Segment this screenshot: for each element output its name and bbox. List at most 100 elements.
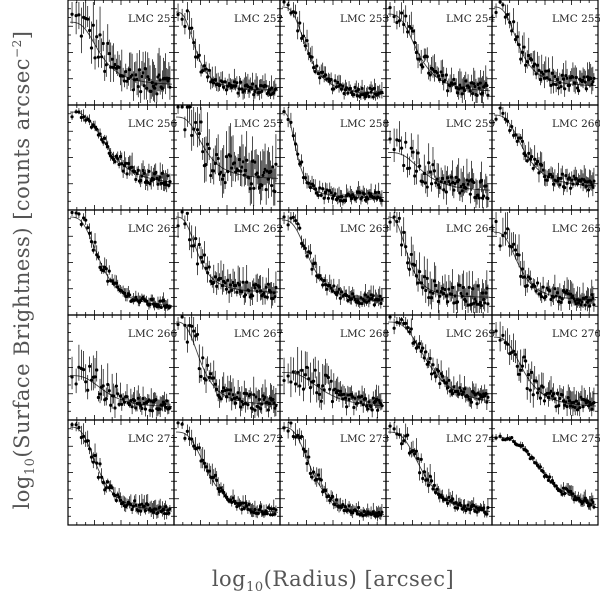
data-point — [434, 283, 438, 288]
data-point — [330, 289, 335, 293]
data-point — [219, 486, 223, 490]
data-point — [227, 290, 231, 294]
data-point — [146, 503, 150, 507]
data-point — [215, 284, 219, 288]
data-point — [180, 315, 184, 319]
data-point — [475, 510, 479, 514]
x-axis-label-rest: (Radius) [arcsec] — [263, 567, 455, 591]
data-point — [498, 0, 502, 4]
data-point — [230, 398, 234, 402]
data-point — [359, 92, 363, 97]
data-point — [557, 176, 561, 180]
data-point — [242, 506, 246, 511]
data-point — [464, 186, 468, 190]
data-point — [442, 188, 446, 192]
data-point — [392, 427, 396, 431]
data-point — [425, 185, 429, 189]
data-point — [139, 509, 143, 513]
data-point — [546, 395, 551, 400]
data-point — [458, 386, 462, 390]
data-point — [407, 330, 412, 334]
data-point — [563, 185, 567, 190]
data-point — [577, 89, 581, 93]
data-point — [362, 192, 366, 196]
data-point — [352, 195, 356, 199]
data-point — [168, 507, 172, 511]
data-point — [220, 80, 224, 84]
data-point — [334, 498, 339, 502]
data-point — [133, 78, 137, 82]
panel-label: LMC 272 — [234, 433, 283, 445]
data-point — [249, 182, 254, 186]
panel: LMC 270 — [491, 314, 600, 421]
data-point — [570, 401, 574, 405]
data-point — [346, 508, 350, 512]
data-point — [226, 170, 230, 174]
data-point — [351, 511, 355, 515]
data-point — [133, 499, 137, 503]
data-point — [185, 105, 189, 109]
data-point — [113, 406, 117, 410]
data-point — [121, 169, 125, 173]
data-point — [315, 191, 319, 195]
data-point — [98, 132, 102, 136]
data-point — [402, 163, 406, 168]
data-point — [455, 91, 460, 95]
panel: LMC 271 — [67, 419, 177, 526]
data-point — [455, 389, 460, 394]
data-point — [367, 94, 371, 99]
data-point — [517, 372, 521, 376]
data-point — [204, 67, 208, 71]
data-point — [366, 197, 370, 201]
data-point — [418, 164, 422, 168]
data-point — [265, 511, 269, 516]
data-point — [241, 501, 245, 505]
data-point — [525, 284, 529, 288]
data-point — [291, 215, 295, 219]
data-point — [116, 392, 120, 396]
data-point — [552, 182, 556, 186]
data-point — [560, 492, 564, 496]
data-point — [305, 365, 309, 369]
data-point — [414, 50, 418, 55]
data-point — [453, 82, 457, 86]
data-point — [465, 292, 469, 296]
data-point — [346, 298, 350, 303]
data-point — [227, 392, 231, 396]
data-point — [234, 401, 238, 405]
data-point — [340, 290, 344, 294]
data-point — [322, 278, 326, 283]
data-point — [444, 294, 448, 298]
data-point — [434, 181, 438, 185]
data-point — [88, 119, 92, 123]
data-point — [247, 176, 251, 180]
data-point — [459, 389, 463, 393]
data-point — [359, 400, 363, 404]
data-point — [144, 299, 149, 303]
data-point — [592, 76, 596, 81]
data-point — [315, 391, 319, 395]
data-point — [111, 65, 116, 69]
data-point — [519, 368, 523, 372]
data-point — [260, 402, 264, 406]
data-point — [418, 57, 422, 61]
data-point — [82, 216, 86, 220]
data-point — [462, 88, 467, 93]
data-point — [93, 375, 97, 379]
data-point — [125, 172, 129, 176]
data-point — [395, 220, 399, 224]
data-point — [443, 78, 447, 82]
data-point — [231, 496, 235, 500]
data-point — [207, 146, 211, 151]
data-point — [538, 396, 542, 400]
data-point — [429, 296, 434, 300]
data-point — [407, 166, 412, 170]
data-point — [243, 293, 248, 297]
data-point — [571, 182, 575, 186]
data-point — [274, 508, 278, 512]
data-point — [190, 437, 194, 441]
data-point — [110, 279, 114, 283]
data-point — [503, 117, 507, 121]
data-point — [286, 429, 290, 433]
data-point — [89, 455, 94, 459]
